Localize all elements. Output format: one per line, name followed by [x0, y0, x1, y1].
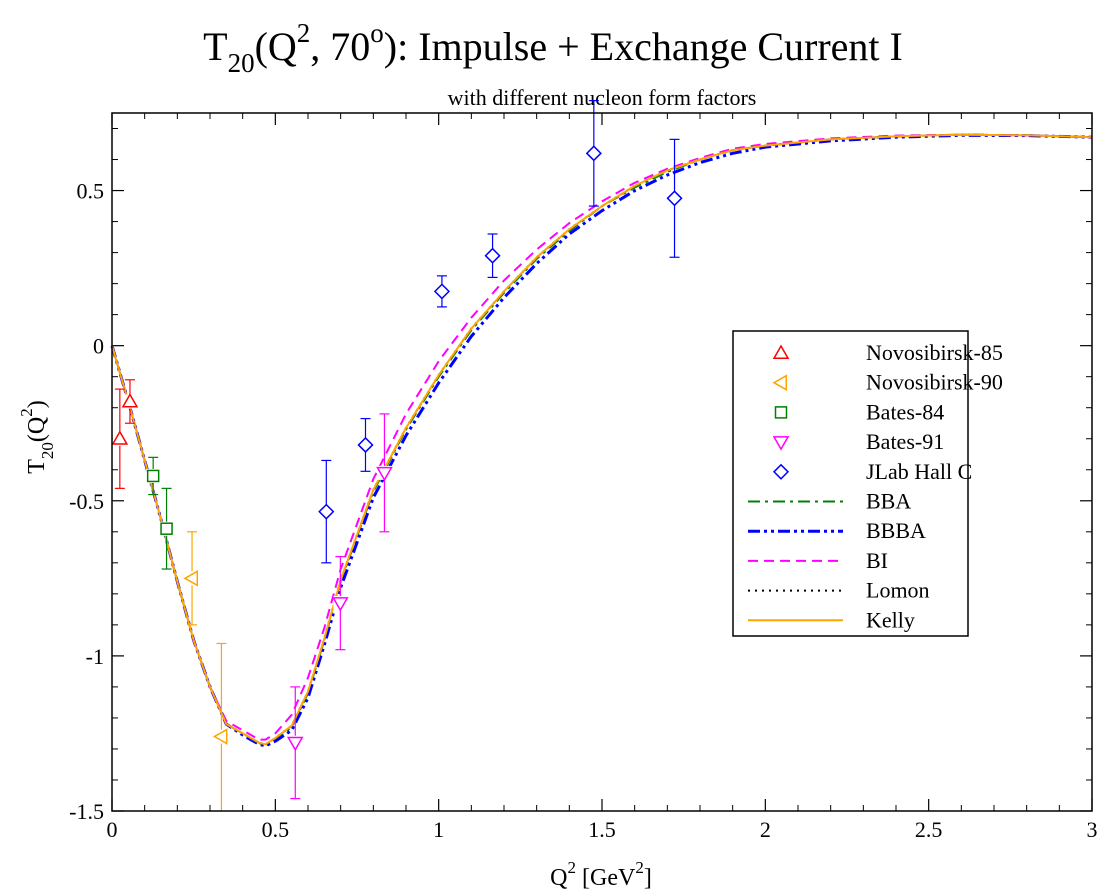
y-tick-label: -1.5 [69, 799, 104, 824]
marker-bg-novosibirsk-85 [112, 431, 127, 446]
y-tick-label: 0 [93, 334, 104, 359]
x-tick-label: 3 [1087, 817, 1098, 842]
x-tick-label: 1.5 [588, 817, 616, 842]
y-tick-label: 0.5 [77, 179, 105, 204]
legend-label: Novosibirsk-90 [866, 370, 1003, 395]
legend-label: BBA [866, 489, 911, 514]
legend-label: JLab Hall C [866, 459, 972, 484]
marker-bg-jlab-hall-c [586, 146, 601, 161]
marker-bates-91 [332, 597, 349, 612]
marker-bates-84 [160, 522, 173, 535]
x-tick-label: 0 [107, 817, 118, 842]
marker-bates-91 [376, 466, 393, 482]
chart-title: T20(Q2, 70o): Impulse + Exchange Current… [203, 18, 903, 78]
curve-kelly [111, 133, 1093, 746]
marker-bg-jlab-hall-c [434, 284, 449, 299]
marker-bg-bates-91 [377, 465, 392, 480]
marker-bg-jlab-hall-c [667, 191, 682, 206]
legend-label: BI [866, 548, 888, 573]
marker-bg-novosibirsk-85 [122, 394, 137, 409]
x-tick-label: 0.5 [262, 817, 290, 842]
legend-marker [774, 406, 788, 419]
marker-bates-91 [286, 736, 304, 752]
marker-novosibirsk-85 [121, 392, 139, 408]
legend-marker [772, 463, 790, 480]
x-tick-label: 1 [433, 817, 444, 842]
legend-marker [772, 436, 790, 451]
plot-frame [111, 112, 1093, 812]
legend-marker [772, 374, 787, 391]
marker-novosibirsk-90 [183, 570, 199, 587]
marker-bg-bates-91 [288, 735, 303, 750]
marker-jlab-hall-c [433, 283, 450, 300]
marker-jlab-hall-c [357, 436, 374, 453]
y-tick-label: -1 [86, 644, 104, 669]
legend-label: Kelly [866, 607, 915, 632]
legend-label: Novosibirsk-85 [866, 340, 1003, 365]
marker-jlab-hall-c [585, 145, 602, 162]
marker-jlab-hall-c [318, 503, 335, 520]
legend-label: Bates-84 [866, 399, 944, 424]
marker-bg-jlab-hall-c [485, 248, 500, 263]
marker-jlab-hall-c [666, 190, 683, 207]
x-tick-label: 2.5 [915, 817, 943, 842]
marker-novosibirsk-85 [111, 430, 129, 445]
legend-label: Bates-91 [866, 429, 944, 454]
data-points [111, 99, 683, 811]
marker-novosibirsk-90 [212, 728, 228, 745]
marker-bg-jlab-hall-c [319, 504, 334, 519]
legend-label: BBBA [866, 518, 926, 543]
y-axis-title: T20(Q2) [17, 400, 57, 474]
marker-bg-novosibirsk-90 [185, 571, 200, 586]
marker-bg-novosibirsk-90 [214, 729, 229, 744]
legend: Novosibirsk-85 Novosibirsk-90 Bates-84 Bate… [732, 330, 1003, 637]
x-axis-title: Q2 [GeV2] [550, 858, 652, 891]
y-tick-label: -0.5 [69, 489, 104, 514]
x-tick-label: 2 [760, 817, 771, 842]
curve-bi [111, 133, 1093, 741]
chart-subtitle: with different nucleon form factors [448, 85, 757, 110]
marker-bg-bates-84 [159, 521, 174, 536]
marker-jlab-hall-c [484, 247, 501, 264]
legend-marker [772, 344, 790, 359]
marker-bg-bates-91 [333, 596, 348, 611]
marker-bg-jlab-hall-c [358, 437, 373, 452]
legend-label: Lomon [866, 578, 930, 603]
marker-bg-bates-84 [146, 468, 161, 483]
marker-bates-84 [146, 469, 160, 483]
legend-box [732, 330, 969, 637]
